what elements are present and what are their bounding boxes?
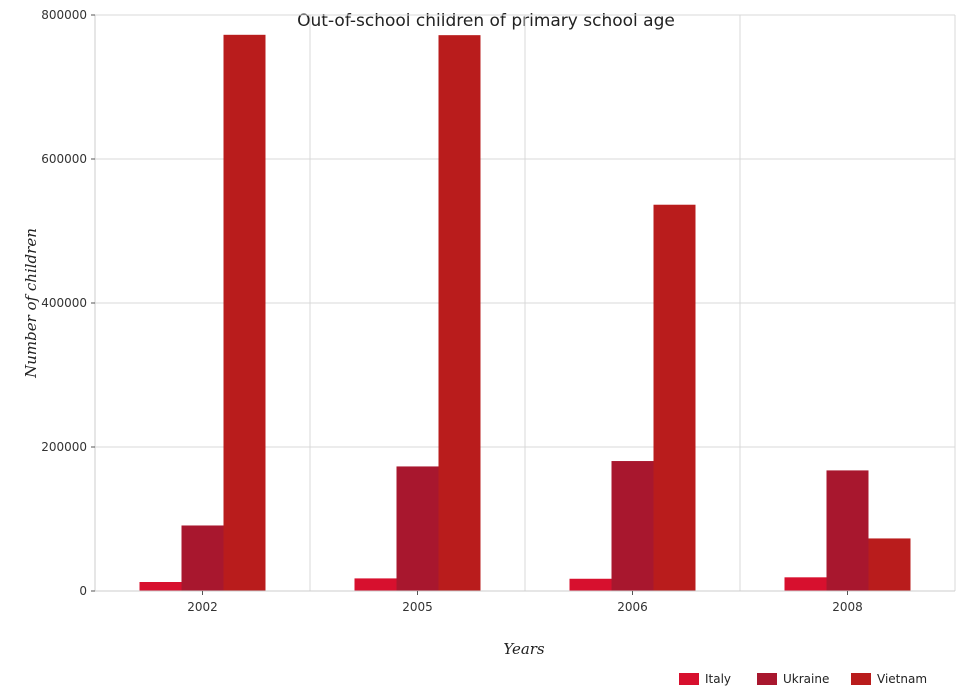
- bar-italy-2002: [139, 582, 182, 591]
- x-axis-label: Years: [503, 640, 545, 658]
- x-ticks: 2002 2005 2006 2008: [187, 591, 863, 614]
- x-tick-label: 2006: [617, 600, 648, 614]
- legend-swatch-vietnam: [851, 673, 871, 685]
- bar-vietnam-2002: [223, 34, 266, 592]
- y-tick-label: 200000: [41, 440, 87, 454]
- y-axis-label: Number of children: [22, 228, 40, 379]
- y-tick-label: 800000: [41, 8, 87, 22]
- legend: Italy Ukraine Vietnam: [679, 672, 927, 686]
- bar-italy-2008: [784, 577, 827, 591]
- legend-swatch-italy: [679, 673, 699, 685]
- bar-ukraine-2002: [181, 525, 224, 591]
- x-tick-label: 2005: [402, 600, 433, 614]
- x-tick-label: 2002: [187, 600, 218, 614]
- legend-label-italy: Italy: [705, 672, 731, 686]
- y-ticks: 0 200000 400000 600000 800000: [41, 8, 95, 598]
- y-tick-label: 400000: [41, 296, 87, 310]
- bars: [139, 34, 911, 592]
- bar-ukraine-2005: [396, 466, 439, 591]
- chart-title: Out-of-school children of primary school…: [297, 11, 675, 31]
- bar-vietnam-2008: [868, 538, 911, 591]
- y-tick-label: 600000: [41, 152, 87, 166]
- bar-vietnam-2005: [438, 35, 481, 592]
- bar-italy-2005: [354, 578, 397, 591]
- bar-ukraine-2006: [611, 461, 654, 591]
- legend-swatch-ukraine: [757, 673, 777, 685]
- x-tick-label: 2008: [832, 600, 863, 614]
- bar-vietnam-2006: [653, 204, 696, 591]
- bar-ukraine-2008: [826, 470, 869, 591]
- y-tick-label: 0: [79, 584, 87, 598]
- legend-label-vietnam: Vietnam: [877, 672, 927, 686]
- legend-label-ukraine: Ukraine: [783, 672, 829, 686]
- bar-italy-2006: [569, 578, 612, 591]
